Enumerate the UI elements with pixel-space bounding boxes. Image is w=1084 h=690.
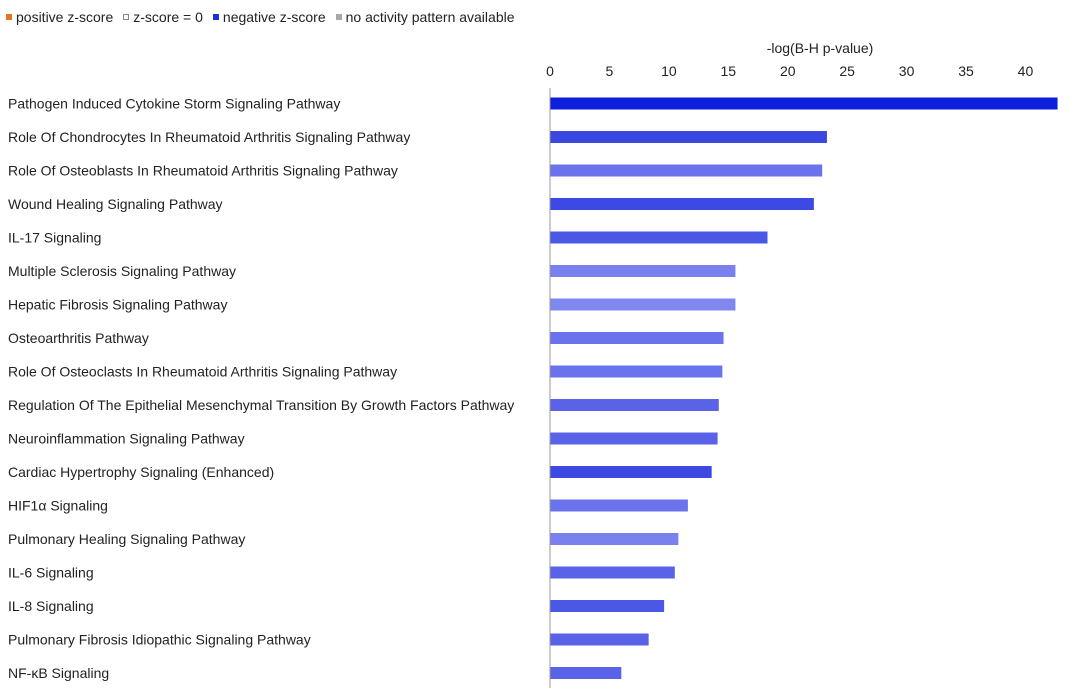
bar	[550, 499, 688, 512]
bar	[550, 667, 622, 679]
legend-item: z-score = 0	[123, 9, 203, 25]
category-label: Neuroinflammation Signaling Pathway	[8, 431, 245, 447]
category-label: Pulmonary Healing Signaling Pathway	[8, 531, 245, 547]
bar	[550, 566, 675, 579]
legend-item: negative z-score	[212, 9, 326, 25]
category-label: Hepatic Fibrosis Signaling Pathway	[8, 297, 227, 313]
x-tick-label: 20	[780, 63, 796, 79]
bar	[550, 298, 736, 311]
category-label: Multiple Sclerosis Signaling Pathway	[8, 263, 236, 279]
category-label: IL-8 Signaling	[8, 598, 94, 614]
category-label: IL-6 Signaling	[8, 565, 94, 581]
bar	[550, 365, 723, 378]
legend-swatch	[335, 14, 342, 20]
legend-swatch	[212, 14, 219, 20]
x-tick-label: 25	[839, 63, 855, 79]
category-label: Cardiac Hypertrophy Signaling (Enhanced)	[8, 464, 274, 480]
x-tick-label: 15	[721, 63, 737, 79]
bar	[550, 399, 719, 411]
bar	[550, 198, 814, 210]
x-tick-label: 30	[899, 63, 915, 79]
x-tick-label: 40	[1018, 63, 1034, 79]
bar	[550, 131, 827, 143]
legend-label: negative z-score	[222, 9, 326, 25]
category-labels: Pathogen Induced Cytokine Storm Signalin…	[8, 96, 514, 682]
legend-label: positive z-score	[16, 9, 114, 25]
legend-swatch	[123, 14, 130, 20]
category-label: Role Of Chondrocytes In Rheumatoid Arthr…	[8, 129, 410, 145]
category-label: Pathogen Induced Cytokine Storm Signalin…	[8, 96, 340, 112]
legend-label: z-score = 0	[133, 9, 203, 25]
x-tick-label: 10	[661, 63, 677, 79]
bar	[550, 432, 718, 445]
bar	[550, 97, 1058, 110]
legend-label: no activity pattern available	[345, 9, 515, 25]
category-label: Role Of Osteoclasts In Rheumatoid Arthri…	[8, 364, 397, 380]
x-tick-label: 35	[958, 63, 974, 79]
bar	[550, 533, 679, 545]
category-label: IL-17 Signaling	[8, 230, 101, 246]
category-label: Wound Healing Signaling Pathway	[8, 196, 223, 212]
bar	[550, 164, 823, 177]
category-label: Role Of Osteoblasts In Rheumatoid Arthri…	[8, 163, 398, 179]
bar	[550, 332, 724, 344]
x-axis-title: -log(B-H p-value)	[767, 40, 874, 56]
bar	[550, 466, 712, 478]
category-label: NF-κB Signaling	[8, 665, 109, 681]
bar	[550, 265, 736, 277]
category-label: Regulation Of The Epithelial Mesenchymal…	[8, 397, 514, 413]
legend: positive z-score z-score = 0 negative z-sc…	[6, 8, 525, 26]
legend-item: positive z-score	[6, 9, 113, 25]
category-label: HIF1α Signaling	[8, 498, 108, 514]
category-label: Pulmonary Fibrosis Idiopathic Signaling …	[8, 632, 311, 648]
x-tick-label: 0	[546, 63, 554, 79]
bar	[550, 633, 649, 646]
bars	[550, 97, 1058, 679]
legend-item: no activity pattern available	[335, 9, 515, 25]
x-axis-ticks: 0 5 10 15 20 25 30 35 40	[546, 63, 1033, 79]
bar	[550, 600, 665, 612]
x-tick-label: 5	[606, 63, 614, 79]
bar	[550, 231, 768, 244]
legend-swatch	[6, 14, 12, 20]
category-label: Osteoarthritis Pathway	[8, 330, 149, 346]
